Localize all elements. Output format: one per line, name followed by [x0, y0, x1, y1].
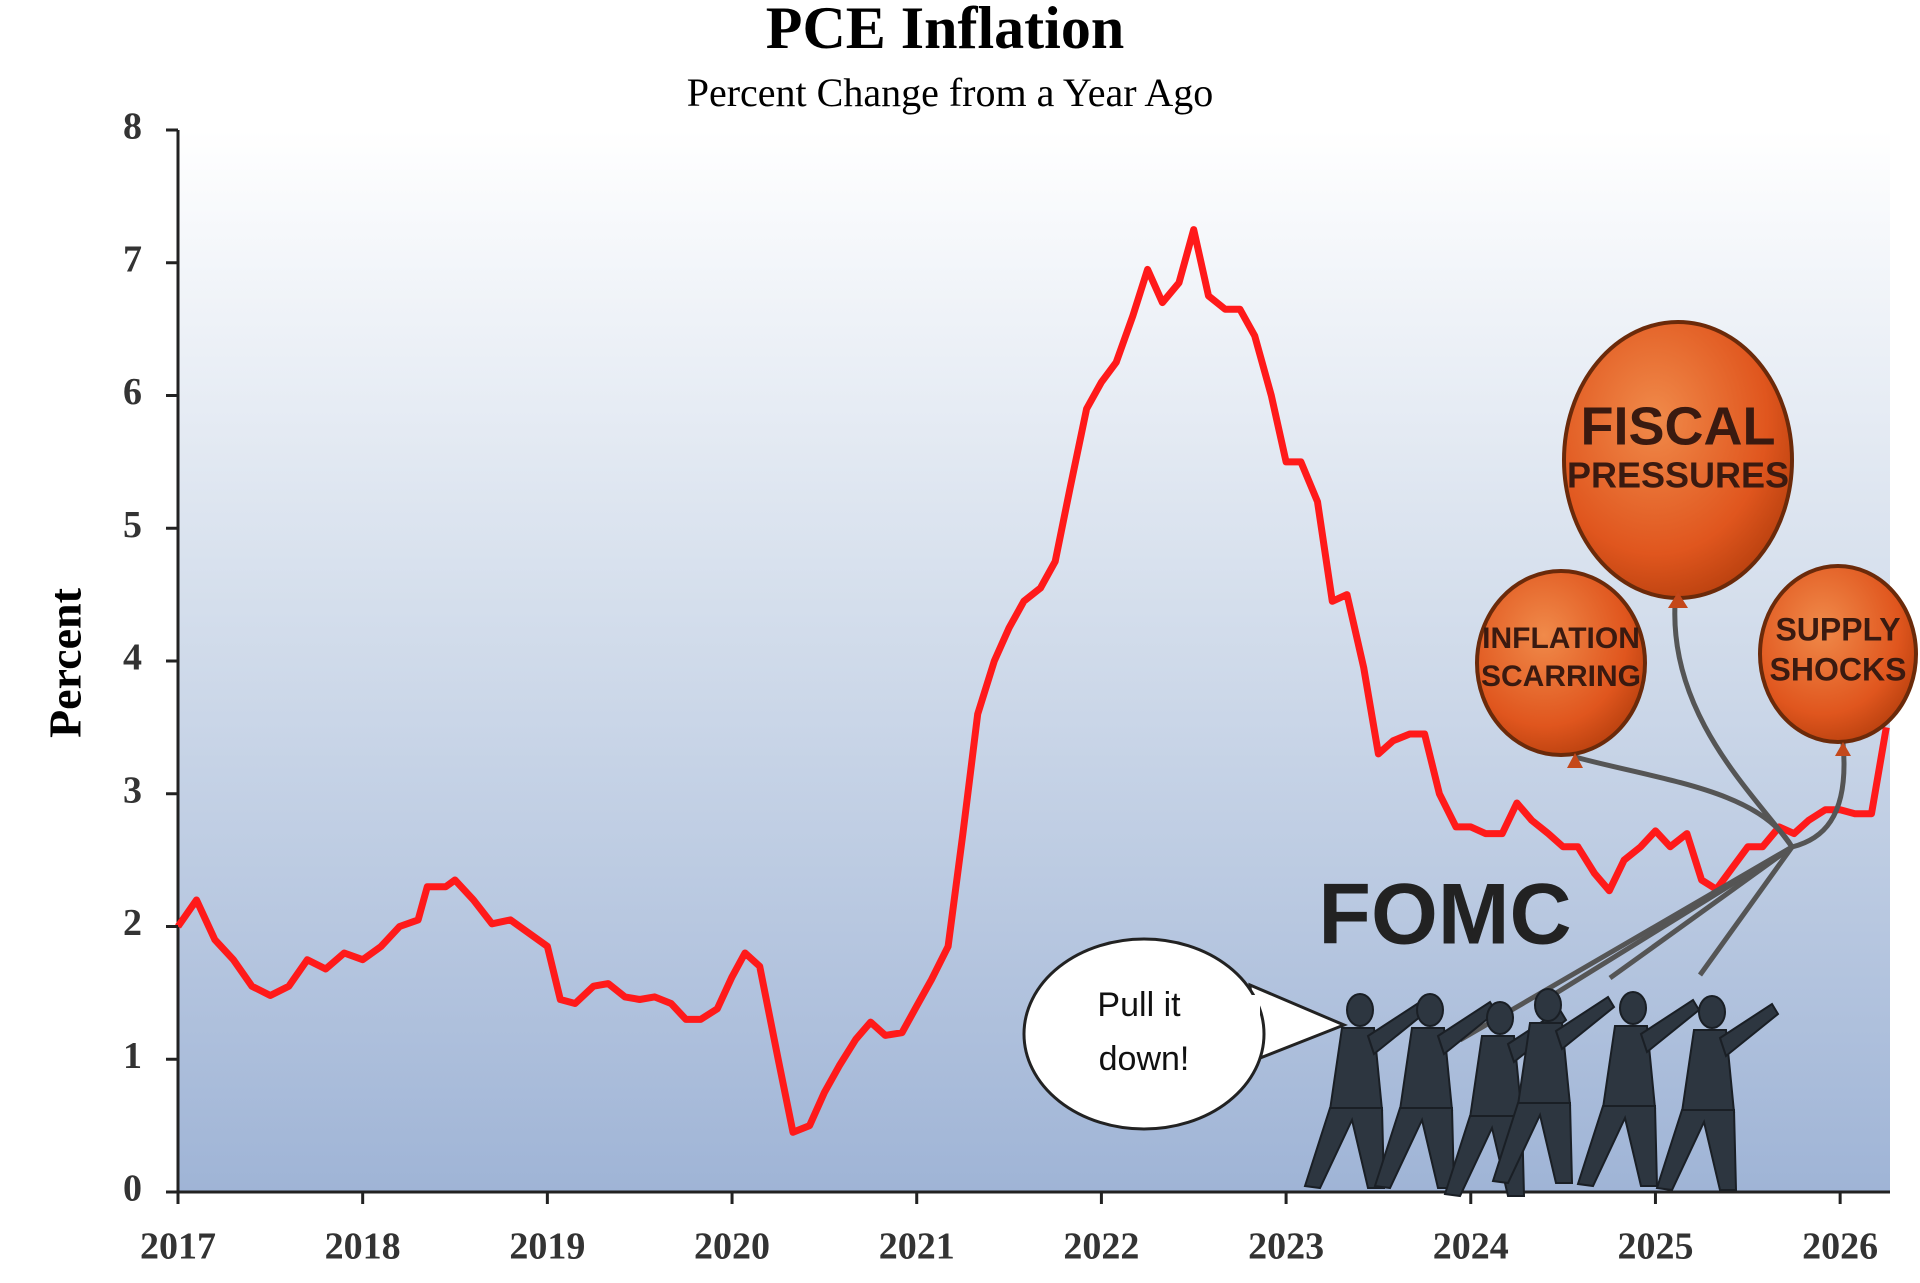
- person-head: [1619, 991, 1647, 1025]
- balloon-label: FISCAL: [1581, 396, 1776, 456]
- balloon-label: SCARRING: [1481, 660, 1641, 693]
- balloon-knot: [1567, 753, 1583, 768]
- person-arm: [1554, 995, 1616, 1051]
- chart-title: PCE Inflation: [766, 0, 1124, 61]
- x-tick-label: 2023: [1248, 1226, 1324, 1268]
- y-tick-label: 3: [123, 769, 142, 811]
- speech-text: Pull it: [1097, 986, 1181, 1024]
- person-legs: [1491, 1102, 1574, 1185]
- person-arm: [1718, 1002, 1780, 1058]
- y-tick-label: 4: [123, 637, 142, 679]
- strings: [1458, 604, 1847, 1043]
- fomc-label: FOMC: [1318, 867, 1571, 963]
- x-tick-label: 2021: [879, 1226, 955, 1268]
- y-tick-label: 7: [123, 238, 142, 280]
- speech-text: down!: [1099, 1040, 1190, 1078]
- person-legs: [1576, 1105, 1659, 1188]
- bubble-join: [1240, 995, 1260, 1053]
- balloons: FISCAL PRESSURES INFLATION SCARRING SUPP…: [1475, 320, 1918, 768]
- person-head: [1416, 993, 1444, 1027]
- x-tick-label: 2024: [1433, 1226, 1509, 1268]
- y-tick-label: 1: [123, 1035, 142, 1077]
- y-tick-label: 6: [123, 371, 142, 413]
- y-axis-label: Percent: [40, 587, 91, 738]
- balloon: [1758, 564, 1918, 744]
- x-tick-label: 2018: [325, 1226, 401, 1268]
- y-tick-label: 2: [123, 902, 142, 944]
- person-legs: [1303, 1107, 1386, 1190]
- x-tick-label: 2020: [694, 1226, 770, 1268]
- person-head: [1486, 1001, 1514, 1035]
- person-head: [1346, 993, 1374, 1027]
- chart-subtitle: Percent Change from a Year Ago: [687, 70, 1214, 115]
- person-legs: [1655, 1109, 1738, 1192]
- y-tick-label: 0: [123, 1168, 142, 1210]
- y-tick-label: 8: [123, 106, 142, 148]
- balloon: [1475, 569, 1647, 757]
- balloon-knot: [1668, 592, 1688, 608]
- x-tick-label: 2019: [509, 1226, 585, 1268]
- balloon-label: SHOCKS: [1770, 651, 1907, 687]
- x-tick-label: 2025: [1617, 1226, 1693, 1268]
- person-head: [1698, 995, 1726, 1029]
- balloon-label: INFLATION: [1482, 622, 1640, 655]
- data-line: [175, 226, 1890, 1136]
- speech-bubble: Pull it down!: [1022, 937, 1348, 1131]
- bubble: [1022, 937, 1266, 1131]
- balloon-label: PRESSURES: [1567, 455, 1789, 496]
- x-tick-label: 2017: [140, 1226, 216, 1268]
- y-tick-label: 5: [123, 504, 142, 546]
- person-head: [1534, 988, 1562, 1022]
- balloon-knot: [1835, 742, 1851, 756]
- x-tick-label: 2022: [1063, 1226, 1139, 1268]
- person-legs: [1373, 1107, 1456, 1190]
- x-tick-label: 2026: [1802, 1226, 1878, 1268]
- fomc-people: [1303, 988, 1780, 1198]
- balloon-label: SUPPLY: [1775, 611, 1900, 647]
